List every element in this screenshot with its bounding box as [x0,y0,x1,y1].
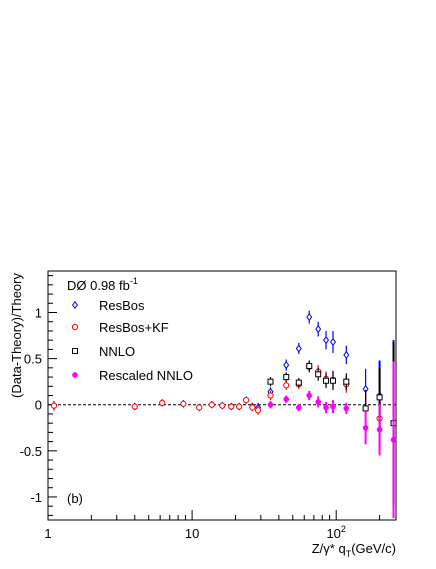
legend-entry: ResBos+KF [71,320,169,335]
legend: ResBos ResBos+KF NNLO Rescaled NNLO [71,298,193,383]
annotation-text: DØ 0.98 fb-1 [67,276,138,293]
data-point [343,405,350,412]
legend-label: Rescaled NNLO [99,368,193,383]
legend-entry: Rescaled NNLO [72,368,193,383]
data-point [330,403,336,410]
data-layer [50,310,397,519]
data-point [323,377,330,384]
axes-layer: -1 -0.5 0 0.5 1 1 10 102 [20,270,397,541]
data-point [208,401,215,408]
x-axis-label-main: Z/γ* q [312,541,346,556]
data-point [283,396,290,403]
y-tick-label: 1 [35,306,42,321]
legend-entry: ResBos [71,298,145,313]
legend-marker [72,348,78,354]
data-point [131,403,138,410]
x-tick-label: 1 [44,526,51,541]
data-point [196,404,203,411]
data-point [267,392,274,399]
data-point [236,403,243,410]
annotation-main: DØ 0.98 fb [67,278,130,293]
data-point [362,405,369,412]
data-point [295,404,302,411]
legend-entry: NNLO [72,344,135,359]
data-point [315,371,322,378]
data-point [323,404,329,411]
legend-label: ResBos [99,298,145,313]
text-layer: DØ 0.98 fb-1 (b) (Data-Theory)/Theory Z/… [9,273,396,559]
data-point [329,377,336,384]
data-point [306,392,313,399]
data-point [283,382,290,389]
data-point [295,344,302,353]
data-point [254,407,262,414]
data-point [315,325,322,334]
data-point [329,337,337,347]
x-axis-label-unit: (GeV/c) [351,541,396,556]
annotation-superscript: -1 [130,276,138,286]
data-point [249,404,256,411]
data-point [390,436,397,443]
data-point [283,374,290,381]
data-point [376,394,383,401]
data-point [362,424,369,431]
data-point [306,362,313,369]
data-point [343,378,350,385]
series-rescaled-nnlo [267,361,397,519]
y-axis-label: (Data-Theory)/Theory [9,273,24,398]
legend-label: NNLO [99,344,135,359]
data-point [228,403,235,410]
y-tick-label: -0.5 [20,444,42,459]
x-axis-label-subscript: T [346,549,352,559]
x-axis-label: Z/γ* qT(GeV/c) [312,541,396,559]
data-point [306,313,313,322]
legend-marker [71,300,79,310]
x-tick-label: 10 [185,526,199,541]
data-point [219,402,226,409]
panel-label: (b) [67,491,83,506]
data-point [283,361,290,370]
legend-label: ResBos+KF [99,320,169,335]
y-tick-label: 0 [35,398,42,413]
y-tick-label: 0.5 [24,352,42,367]
data-point [267,401,274,408]
data-point [323,336,330,345]
data-point [315,399,322,405]
data-point [295,379,302,386]
data-point [180,400,187,407]
x-tick-label: 102 [326,524,345,541]
data-point [267,378,274,385]
y-tick-label: -1 [30,490,42,505]
data-point [50,402,58,409]
data-point [159,399,166,406]
data-point [243,397,250,404]
data-point [343,350,350,359]
legend-marker [71,323,79,331]
data-point [376,426,383,433]
legend-marker [72,372,78,378]
